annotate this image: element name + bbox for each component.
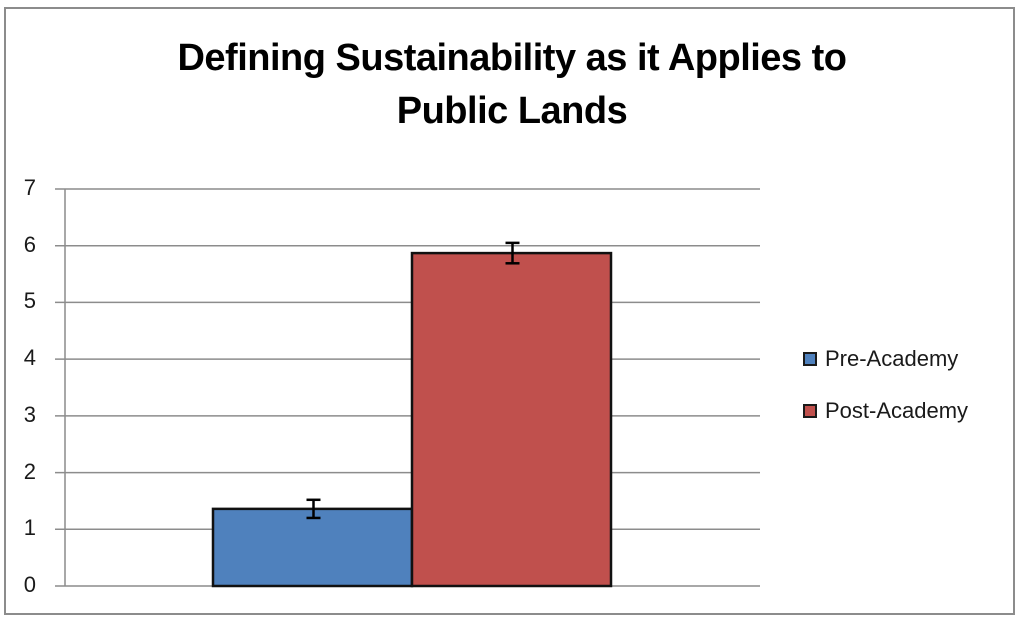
bars (211, 241, 613, 588)
chart-title-line-1: Defining Sustainability as it Applies to (177, 37, 847, 79)
legend-swatch-post-academy (803, 404, 817, 418)
legend-label: Post-Academy (825, 398, 969, 423)
y-tick-label: 6 (23, 231, 36, 257)
y-tick-label: 2 (23, 458, 36, 484)
legend-label: Pre-Academy (825, 346, 959, 371)
y-tick-label: 0 (23, 572, 36, 597)
y-tick-label: 3 (23, 401, 36, 427)
bar-pre-academy (211, 507, 414, 588)
y-tick-label: 4 (23, 345, 36, 371)
legend: Pre-Academy Post-Academy (803, 346, 968, 450)
bar-post-academy (410, 251, 613, 588)
legend-item-post-academy: Post-Academy (803, 398, 968, 424)
y-tick-label: 7 (23, 175, 36, 200)
error-bar-pre-academy (306, 498, 321, 520)
chart-title-line-2: Public Lands (396, 90, 628, 132)
chart-title: Defining Sustainability as it Applies to… (0, 32, 1024, 138)
legend-item-pre-academy: Pre-Academy (803, 346, 968, 372)
error-bar-post-academy (505, 241, 520, 265)
y-tick-label: 1 (23, 515, 36, 541)
y-tick-label: 5 (23, 288, 36, 314)
legend-swatch-pre-academy (803, 352, 817, 366)
